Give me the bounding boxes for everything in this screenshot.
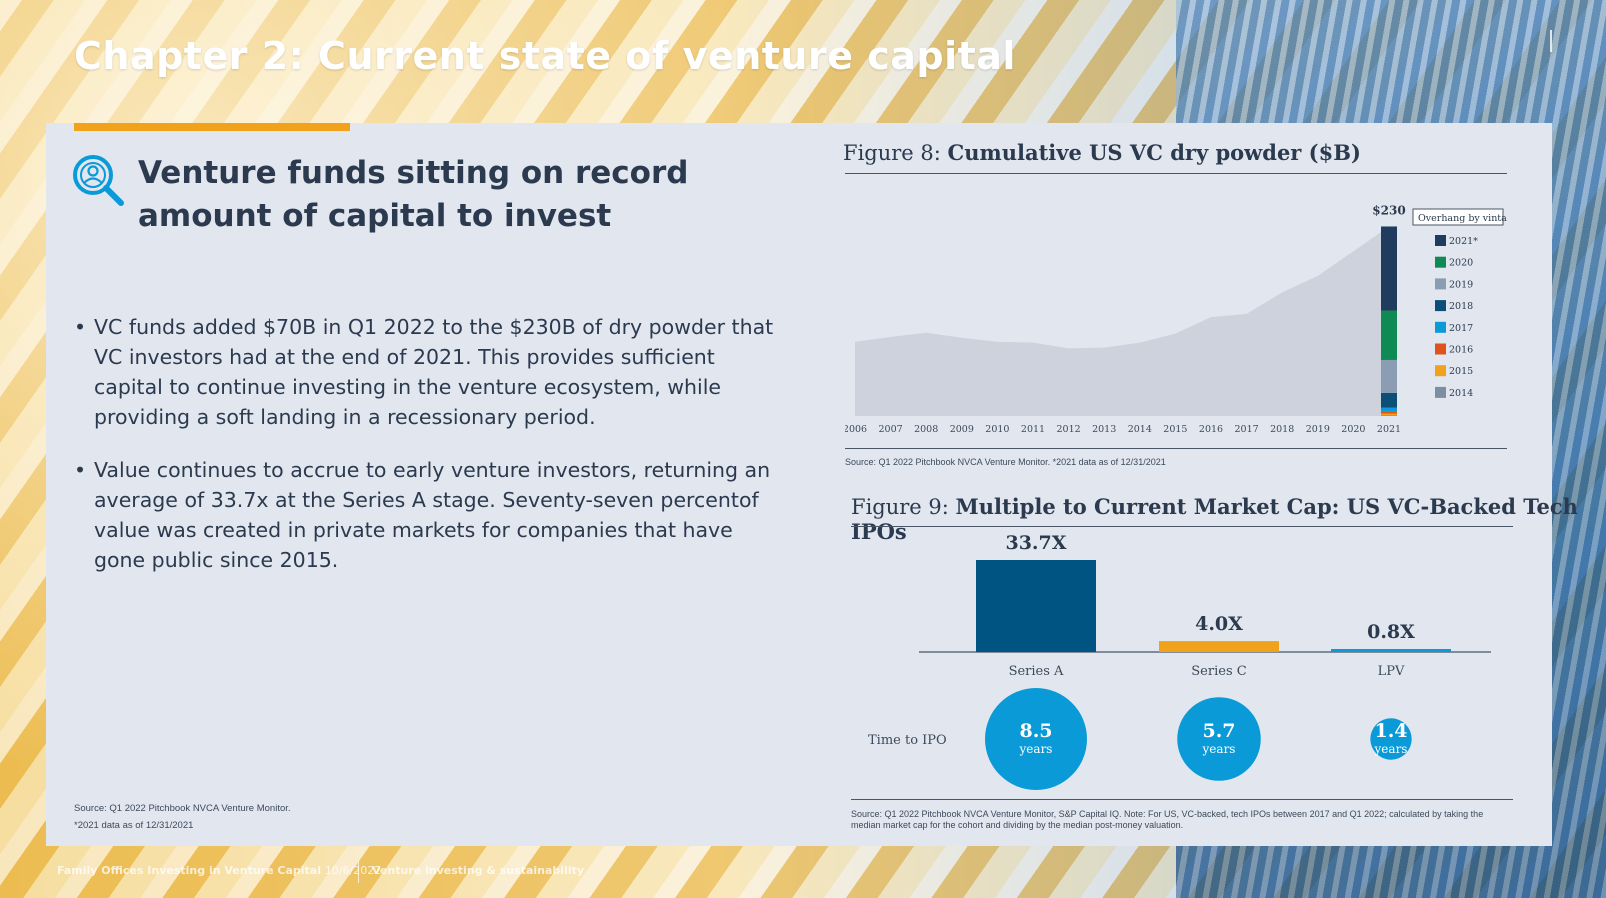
legend-swatch (1435, 300, 1446, 312)
time-to-ipo-bubble (1370, 718, 1412, 760)
legend-swatch (1435, 235, 1446, 246)
x-tick-label: 2006 (845, 424, 867, 435)
bar-value-label: 33.7X (1005, 535, 1066, 554)
x-tick-label: 2021 (1377, 424, 1401, 435)
legend-swatch (1435, 256, 1446, 268)
figure9-chart: 33.7X Series A 4.0X Series C 0.8X LPV Time to … (868, 535, 1491, 790)
figure9-title-text: Multiple to Current Market Cap: US VC-Ba… (851, 494, 1578, 544)
legend-label: 2015 (1449, 366, 1473, 377)
x-tick-label: 2015 (1163, 424, 1187, 435)
figure8-prefix: Figure 8: (843, 141, 948, 165)
figure8-top-rule (845, 173, 1507, 174)
footer-doc-title: Family Offices Investing in Venture Capi… (57, 864, 321, 877)
legend-label: 2019 (1449, 279, 1473, 290)
legend-label: 2017 (1449, 323, 1473, 334)
time-to-ipo-unit: years (1202, 742, 1236, 756)
bar-value-label: 0.8X (1367, 621, 1415, 643)
bar-category-label: Series C (1191, 664, 1246, 679)
left-source-line: Source: Q1 2022 Pitchbook NVCA Venture M… (74, 803, 291, 814)
left-source-note: *2021 data as of 12/31/2021 (74, 820, 194, 831)
time-to-ipo-label: Time to IPO (868, 733, 947, 748)
stack-segment (1381, 411, 1397, 414)
legend-title: Overhang by vintage (1418, 213, 1507, 224)
legend-swatch (1435, 278, 1446, 290)
time-to-ipo-value: 1.4 (1374, 720, 1407, 742)
bullet-list: VC funds added $70B in Q1 2022 to the $2… (74, 312, 774, 598)
time-to-ipo-value: 5.7 (1202, 720, 1235, 742)
bullet-item: VC funds added $70B in Q1 2022 to the $2… (74, 312, 774, 432)
figure8-source: Source: Q1 2022 Pitchbook NVCA Venture M… (845, 457, 1166, 467)
time-to-ipo-unit: years (1019, 742, 1053, 756)
figure8-title: Figure 8: Cumulative US VC dry powder ($… (843, 140, 1361, 165)
stack-segment (1381, 310, 1397, 360)
legend-label: 2016 (1449, 345, 1473, 356)
figure9-bottom-rule (851, 799, 1513, 800)
figure9-top-rule (851, 526, 1513, 527)
bar-category-label: Series A (1009, 664, 1064, 679)
title-mark (1550, 30, 1552, 52)
legend-label: 2020 (1449, 258, 1473, 269)
legend-label: 2021* (1449, 236, 1478, 247)
left-source: Source: Q1 2022 Pitchbook NVCA Venture M… (74, 800, 291, 834)
x-tick-label: 2009 (950, 424, 974, 435)
legend-swatch (1435, 343, 1446, 355)
bar-category-label: LPV (1378, 664, 1405, 679)
dry-powder-area (855, 226, 1389, 416)
stack-segment (1381, 392, 1397, 408)
figure8-title-text: Cumulative US VC dry powder ($B) (947, 140, 1361, 165)
legend-title-box (1412, 208, 1504, 226)
x-tick-label: 2013 (1092, 424, 1116, 435)
figure9-source: Source: Q1 2022 Pitchbook NVCA Venture M… (851, 809, 1484, 830)
stack-segment (1381, 413, 1397, 416)
x-tick-label: 2019 (1306, 424, 1330, 435)
stack-segment (1381, 359, 1397, 393)
total-annotation: $230 (1372, 203, 1405, 217)
bullet-item: Value continues to accrue to early ventu… (74, 455, 774, 575)
x-tick-label: 2014 (1128, 424, 1152, 435)
figure9-prefix: Figure 9: (851, 495, 956, 519)
stack-segment (1381, 226, 1397, 311)
time-to-ipo-value: 8.5 (1019, 720, 1052, 742)
accent-bar (74, 123, 350, 131)
x-tick-label: 2007 (879, 424, 903, 435)
x-tick-label: 2011 (1021, 424, 1045, 435)
time-to-ipo-bubble (1177, 697, 1261, 781)
x-tick-label: 2010 (985, 424, 1009, 435)
section-heading: Venture funds sitting on record amount o… (138, 155, 689, 234)
footer-section: Venture investing & sustainability (372, 864, 585, 877)
x-tick-label: 2020 (1341, 424, 1365, 435)
x-tick-label: 2012 (1057, 424, 1081, 435)
magnifier-person-icon (73, 155, 124, 206)
time-to-ipo-unit: years (1374, 742, 1408, 756)
figure8-chart: 2006 2007 2008 2009 2010 2011 2012 2013 2014 2015… (845, 203, 1507, 435)
legend-swatch (1435, 365, 1446, 377)
stack-segment (1381, 415, 1397, 416)
legend-label: 2018 (1449, 301, 1473, 312)
x-tick-label: 2016 (1199, 424, 1223, 435)
footer-date: 10/6/2022 (324, 864, 382, 877)
legend-label: 2014 (1449, 388, 1473, 399)
x-tick-label: 2008 (914, 424, 938, 435)
figure8-bottom-rule (845, 448, 1507, 449)
time-to-ipo-bubble (985, 688, 1087, 790)
figure9-title: Figure 9: Multiple to Current Market Cap… (851, 494, 1606, 544)
legend-swatch (1435, 321, 1446, 333)
multiple-bar (1159, 641, 1279, 652)
multiple-bar (1331, 649, 1451, 652)
stack-segment (1381, 407, 1397, 412)
page-title: Chapter 2: Current state of venture capi… (74, 34, 1016, 78)
x-tick-label: 2017 (1235, 424, 1259, 435)
x-tick-label: 2018 (1270, 424, 1294, 435)
legend-swatch (1435, 386, 1446, 398)
bar-value-label: 4.0X (1195, 613, 1243, 635)
footer-divider (358, 861, 359, 883)
footer-left: Family Offices Investing in Venture Capi… (57, 864, 381, 877)
multiple-bar (976, 560, 1096, 652)
